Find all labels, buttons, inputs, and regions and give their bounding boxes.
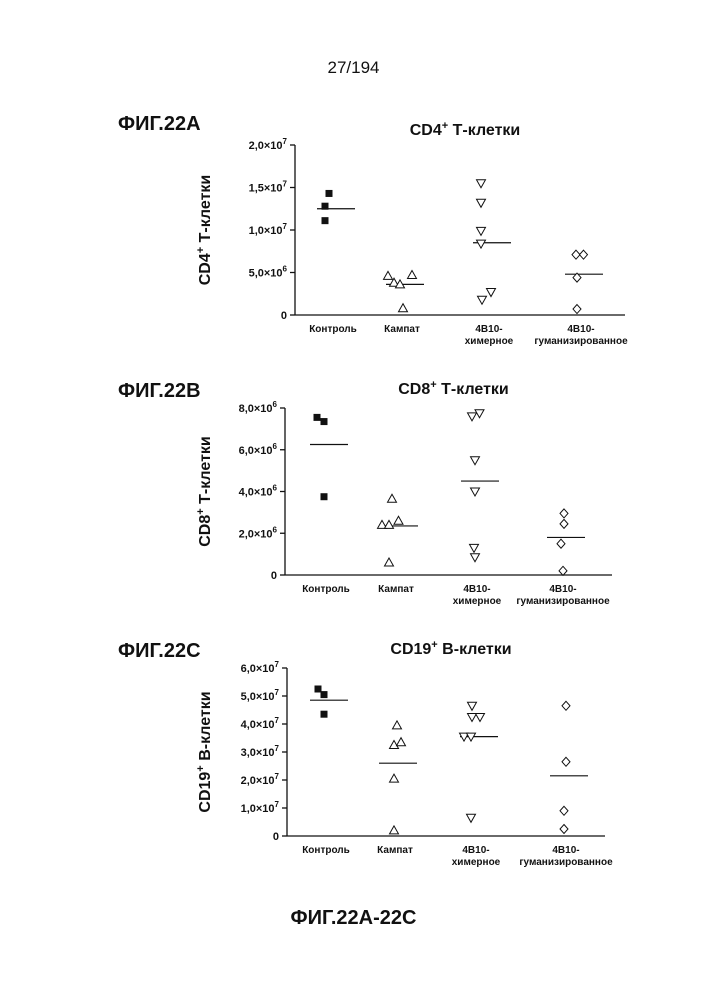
y-tick-label: 1,5×107 [249, 180, 288, 195]
data-point [467, 814, 476, 822]
y-tick-label: 6,0×107 [241, 660, 280, 675]
data-point [314, 414, 321, 421]
chart-cd8: CD8+ Т-клетки CD8+ Т-клетки 0 2,0×106 4,0×10… [0, 370, 707, 610]
data-point [326, 190, 333, 197]
x-tick-label-line2: гуманизированное [516, 596, 610, 607]
data-point [321, 711, 328, 718]
y-tick-label: 5,0×106 [249, 265, 288, 280]
y-tick-label: 0 [271, 570, 277, 582]
data-point [572, 250, 580, 259]
data-point [468, 702, 477, 710]
x-tick-label: 4В10- [475, 324, 502, 335]
x-tick-label: Контроль [302, 845, 350, 856]
x-tick-label: 4В10- [552, 845, 579, 856]
chart-title: CD8+ Т-клетки [398, 379, 509, 398]
data-point [384, 271, 393, 279]
chart-title: CD4+ Т-клетки [410, 120, 521, 139]
y-tick-label: 2,0×107 [241, 772, 280, 787]
y-tick-label: 0 [273, 831, 279, 843]
x-tick-label-line2: гуманизированное [519, 857, 613, 868]
x-tick-label: Контроль [302, 584, 350, 595]
y-tick-label: 1,0×107 [241, 800, 280, 815]
x-tick-label: 4В10- [462, 845, 489, 856]
chart-cd19: CD19+ В-клетки CD19+ В-клетки 0 1,0×107 2,0×… [0, 630, 707, 870]
data-point [322, 217, 329, 224]
x-tick-label-line2: химерное [465, 336, 514, 347]
data-point [397, 738, 406, 746]
figure-caption: ФИГ.22А-22С [0, 907, 707, 930]
data-point [408, 271, 417, 279]
data-point [476, 714, 485, 722]
data-point [560, 519, 568, 528]
data-point [477, 199, 486, 207]
data-point [321, 418, 328, 425]
data-point [471, 488, 480, 496]
x-tick-label: Кампат [384, 324, 420, 335]
data-point [315, 686, 322, 693]
data-point [390, 774, 399, 782]
x-tick-label: 4В10- [463, 584, 490, 595]
y-tick-label: 0 [281, 310, 287, 322]
y-tick-label: 3,0×107 [241, 744, 280, 759]
y-tick-label: 4,0×107 [241, 716, 280, 731]
data-point [468, 413, 477, 421]
data-point [487, 289, 496, 297]
y-tick-label: 8,0×106 [239, 400, 278, 415]
y-tick-label: 2,0×106 [239, 525, 278, 540]
data-point [385, 520, 394, 528]
data-point [557, 539, 565, 548]
data-point [393, 721, 402, 729]
data-point [562, 701, 570, 710]
data-point [560, 806, 568, 815]
data-point [477, 180, 486, 188]
y-axis-label: CD19+ В-клетки [195, 691, 214, 812]
data-point [394, 516, 403, 524]
data-point [573, 305, 581, 314]
y-axis-label: CD4+ Т-клетки [195, 175, 214, 286]
data-point [390, 826, 399, 834]
data-point [560, 509, 568, 518]
x-tick-label: 4В10- [549, 584, 576, 595]
data-point [468, 714, 477, 722]
data-point [580, 250, 588, 259]
y-tick-label: 6,0×106 [239, 442, 278, 457]
x-tick-label: 4В10- [567, 324, 594, 335]
x-tick-label-line2: химерное [452, 857, 501, 868]
data-point [562, 757, 570, 766]
x-tick-label: Кампат [377, 845, 413, 856]
chart-cd4: CD4+ Т-клетки CD4+ Т-клетки 0 5,0×106 1,0×10… [0, 110, 707, 360]
data-point [560, 825, 568, 834]
data-point [478, 296, 487, 304]
y-tick-label: 1,0×107 [249, 222, 288, 237]
y-axis-label: CD8+ Т-клетки [195, 436, 214, 547]
data-point [471, 457, 480, 465]
y-tick-label: 5,0×107 [241, 688, 280, 703]
data-point [471, 554, 480, 562]
data-point [399, 304, 408, 312]
x-tick-label-line2: гуманизированное [534, 336, 628, 347]
y-tick-label: 4,0×106 [239, 484, 278, 499]
data-point [321, 691, 328, 698]
page-number: 27/194 [0, 58, 707, 78]
data-point [388, 494, 397, 502]
data-point [477, 240, 486, 248]
data-point [385, 558, 394, 566]
x-tick-label: Контроль [309, 324, 357, 335]
data-point [470, 544, 479, 552]
data-point [477, 227, 486, 235]
data-point [322, 203, 329, 210]
data-point [559, 566, 567, 575]
x-tick-label: Кампат [378, 584, 414, 595]
y-tick-label: 2,0×107 [249, 137, 288, 152]
chart-title: CD19+ В-клетки [390, 639, 511, 658]
data-point [321, 493, 328, 500]
x-tick-label-line2: химерное [453, 596, 502, 607]
